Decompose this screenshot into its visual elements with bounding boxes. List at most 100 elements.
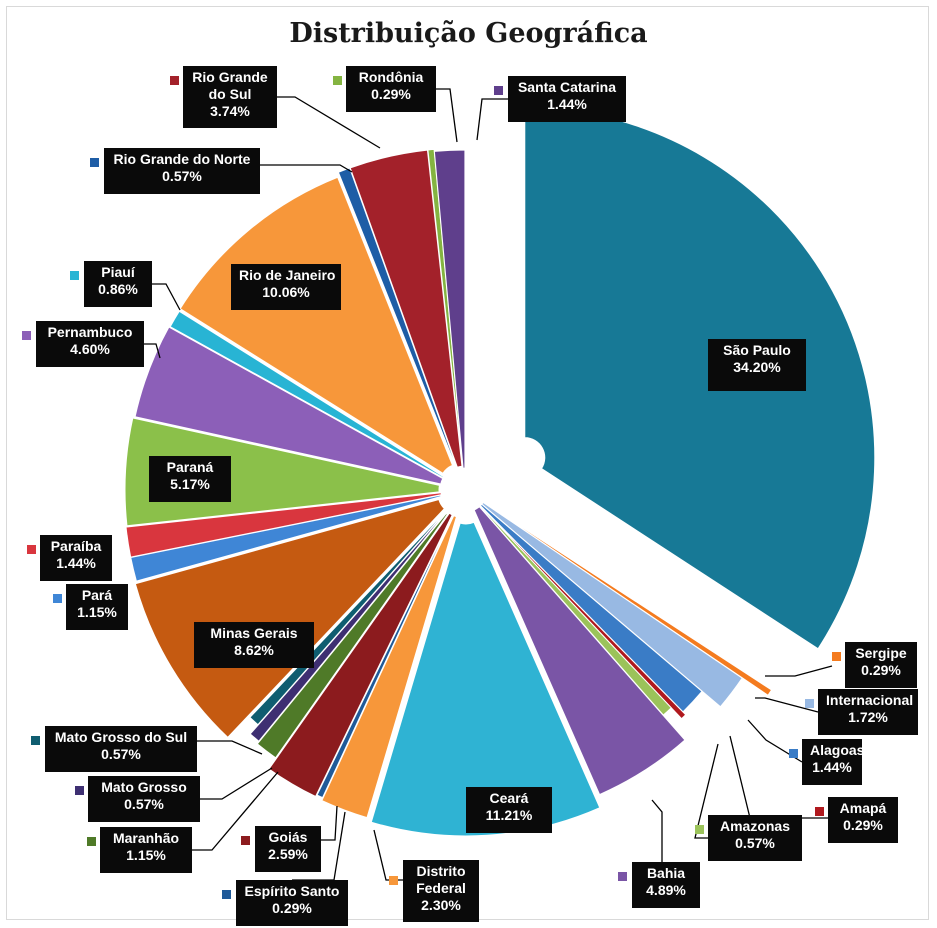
data-label-name: Paraíba (50, 538, 102, 554)
data-label-name: Rondônia (358, 69, 424, 85)
data-label-value: 3.74% (210, 103, 250, 119)
pie-slice-para-ba (125, 492, 443, 558)
data-label: Minas Gerais 8.62% (194, 622, 314, 668)
pie-slice-pernambuco (134, 326, 444, 485)
pie-slice-minas-gerais (134, 498, 446, 739)
data-label-name: Pernambuco (47, 324, 133, 340)
leader-line (436, 88, 458, 143)
data-label-value: 8.62% (234, 642, 274, 658)
data-label-name: Piauí (101, 264, 135, 280)
data-label-name: Paraná (166, 459, 214, 475)
pie-slice-cear- (370, 521, 601, 837)
data-label-value: 0.29% (272, 900, 312, 916)
data-label: Amazonas 0.57% (708, 815, 802, 861)
data-label: Espírito Santo 0.29% (236, 880, 348, 926)
data-label-name: Amazonas (719, 818, 791, 834)
data-label-value: 34.20% (733, 359, 781, 375)
data-label-value: 1.44% (812, 759, 852, 775)
pie-slice-s-o-paulo (524, 107, 876, 650)
leader-line (694, 743, 719, 839)
data-label: Alagoas 1.44% (802, 739, 865, 785)
legend-swatch (31, 736, 40, 745)
pie-slice-santa-catarina (433, 149, 466, 469)
leader-line (277, 96, 381, 149)
pie-slice-rio-grande-do-norte (337, 167, 457, 467)
data-label: Rondônia 0.29% (346, 66, 436, 112)
data-label-value: 4.89% (646, 882, 686, 898)
data-label-value: 0.29% (861, 662, 901, 678)
data-label: Ceará 11.21% (466, 787, 552, 833)
data-label-name: Alagoas (810, 742, 865, 758)
leader-line (476, 98, 508, 141)
leader-line (651, 799, 663, 862)
legend-swatch (241, 836, 250, 845)
data-label-name: Internacional (826, 692, 914, 708)
legend-swatch (618, 872, 627, 881)
data-label-value: 0.57% (735, 835, 775, 851)
data-label-name: Maranhão (112, 830, 180, 846)
data-label-name: Espírito Santo (244, 883, 340, 899)
data-label-value: 1.72% (848, 709, 888, 725)
data-label: Goiás 2.59% (255, 826, 321, 872)
data-label: Paraíba 1.44% (40, 535, 112, 581)
data-label: Amapá 0.29% (828, 797, 898, 843)
pie-slice-rio-grande-do-sul (349, 149, 463, 468)
legend-swatch (805, 699, 814, 708)
leader-line (197, 740, 263, 755)
legend-swatch (53, 594, 62, 603)
leader-line (765, 665, 833, 677)
data-label-name: Rio Grande do Norte (113, 151, 251, 167)
data-label-value: 11.21% (485, 807, 533, 823)
legend-swatch (494, 86, 503, 95)
data-label: Rio de Janeiro 10.06% (231, 264, 341, 310)
legend-swatch (87, 837, 96, 846)
legend-swatch (389, 876, 398, 885)
leader-line (321, 805, 338, 841)
data-label-value: 1.15% (77, 604, 117, 620)
data-label-name: Ceará (489, 790, 529, 806)
pie-slice-piau- (169, 310, 445, 479)
pie-slice-mato-grosso (249, 513, 446, 742)
data-label: Pernambuco 4.60% (36, 321, 144, 367)
legend-swatch (832, 652, 841, 661)
data-label: Distrito Federal 2.30% (403, 860, 479, 922)
pie-slice-goi-s (268, 512, 453, 798)
data-label-name: Santa Catarina (517, 79, 617, 95)
pie-slice-mato-grosso-do-sul (249, 512, 445, 726)
data-label: Pará 1.15% (66, 584, 128, 630)
data-label-value: 0.29% (843, 817, 883, 833)
pie-slice-esp-rito-santo (316, 511, 456, 799)
data-label-value: 4.60% (70, 341, 110, 357)
data-label-value: 0.57% (101, 746, 141, 762)
data-label-value: 5.17% (170, 476, 210, 492)
data-label-name: Pará (81, 587, 113, 603)
data-label-name: São Paulo (723, 342, 791, 358)
data-label-name: Goiás (268, 829, 308, 845)
data-label-name: Mato Grosso (101, 779, 187, 795)
legend-swatch (815, 807, 824, 816)
pie-slice-bahia (473, 505, 686, 796)
data-label: Paraná 5.17% (149, 456, 231, 502)
data-label-name: Mato Grosso do Sul (54, 729, 188, 745)
data-label: São Paulo 34.20% (708, 339, 806, 391)
data-label-value: 0.57% (162, 168, 202, 184)
data-label: Mato Grosso do Sul 0.57% (45, 726, 197, 772)
data-label: Bahia 4.89% (632, 862, 700, 908)
pie-slice-distrito-federal (321, 514, 458, 819)
leader-line (152, 283, 181, 311)
legend-swatch (695, 825, 704, 834)
legend-swatch (170, 76, 179, 85)
legend-swatch (333, 76, 342, 85)
data-label-name: Amapá (839, 800, 887, 816)
leader-line (200, 767, 273, 800)
data-label: Rio Grande do Norte 0.57% (104, 148, 260, 194)
data-label-name: Rio de Janeiro (239, 267, 336, 283)
data-label-value: 1.44% (547, 96, 587, 112)
data-label-value: 10.06% (262, 284, 310, 300)
data-label-value: 0.57% (124, 796, 164, 812)
data-label-value: 1.15% (126, 847, 166, 863)
leader-line (192, 771, 279, 851)
pie-slice-rio-de-janeiro (179, 176, 454, 474)
data-label-name: Sergipe (855, 645, 907, 661)
